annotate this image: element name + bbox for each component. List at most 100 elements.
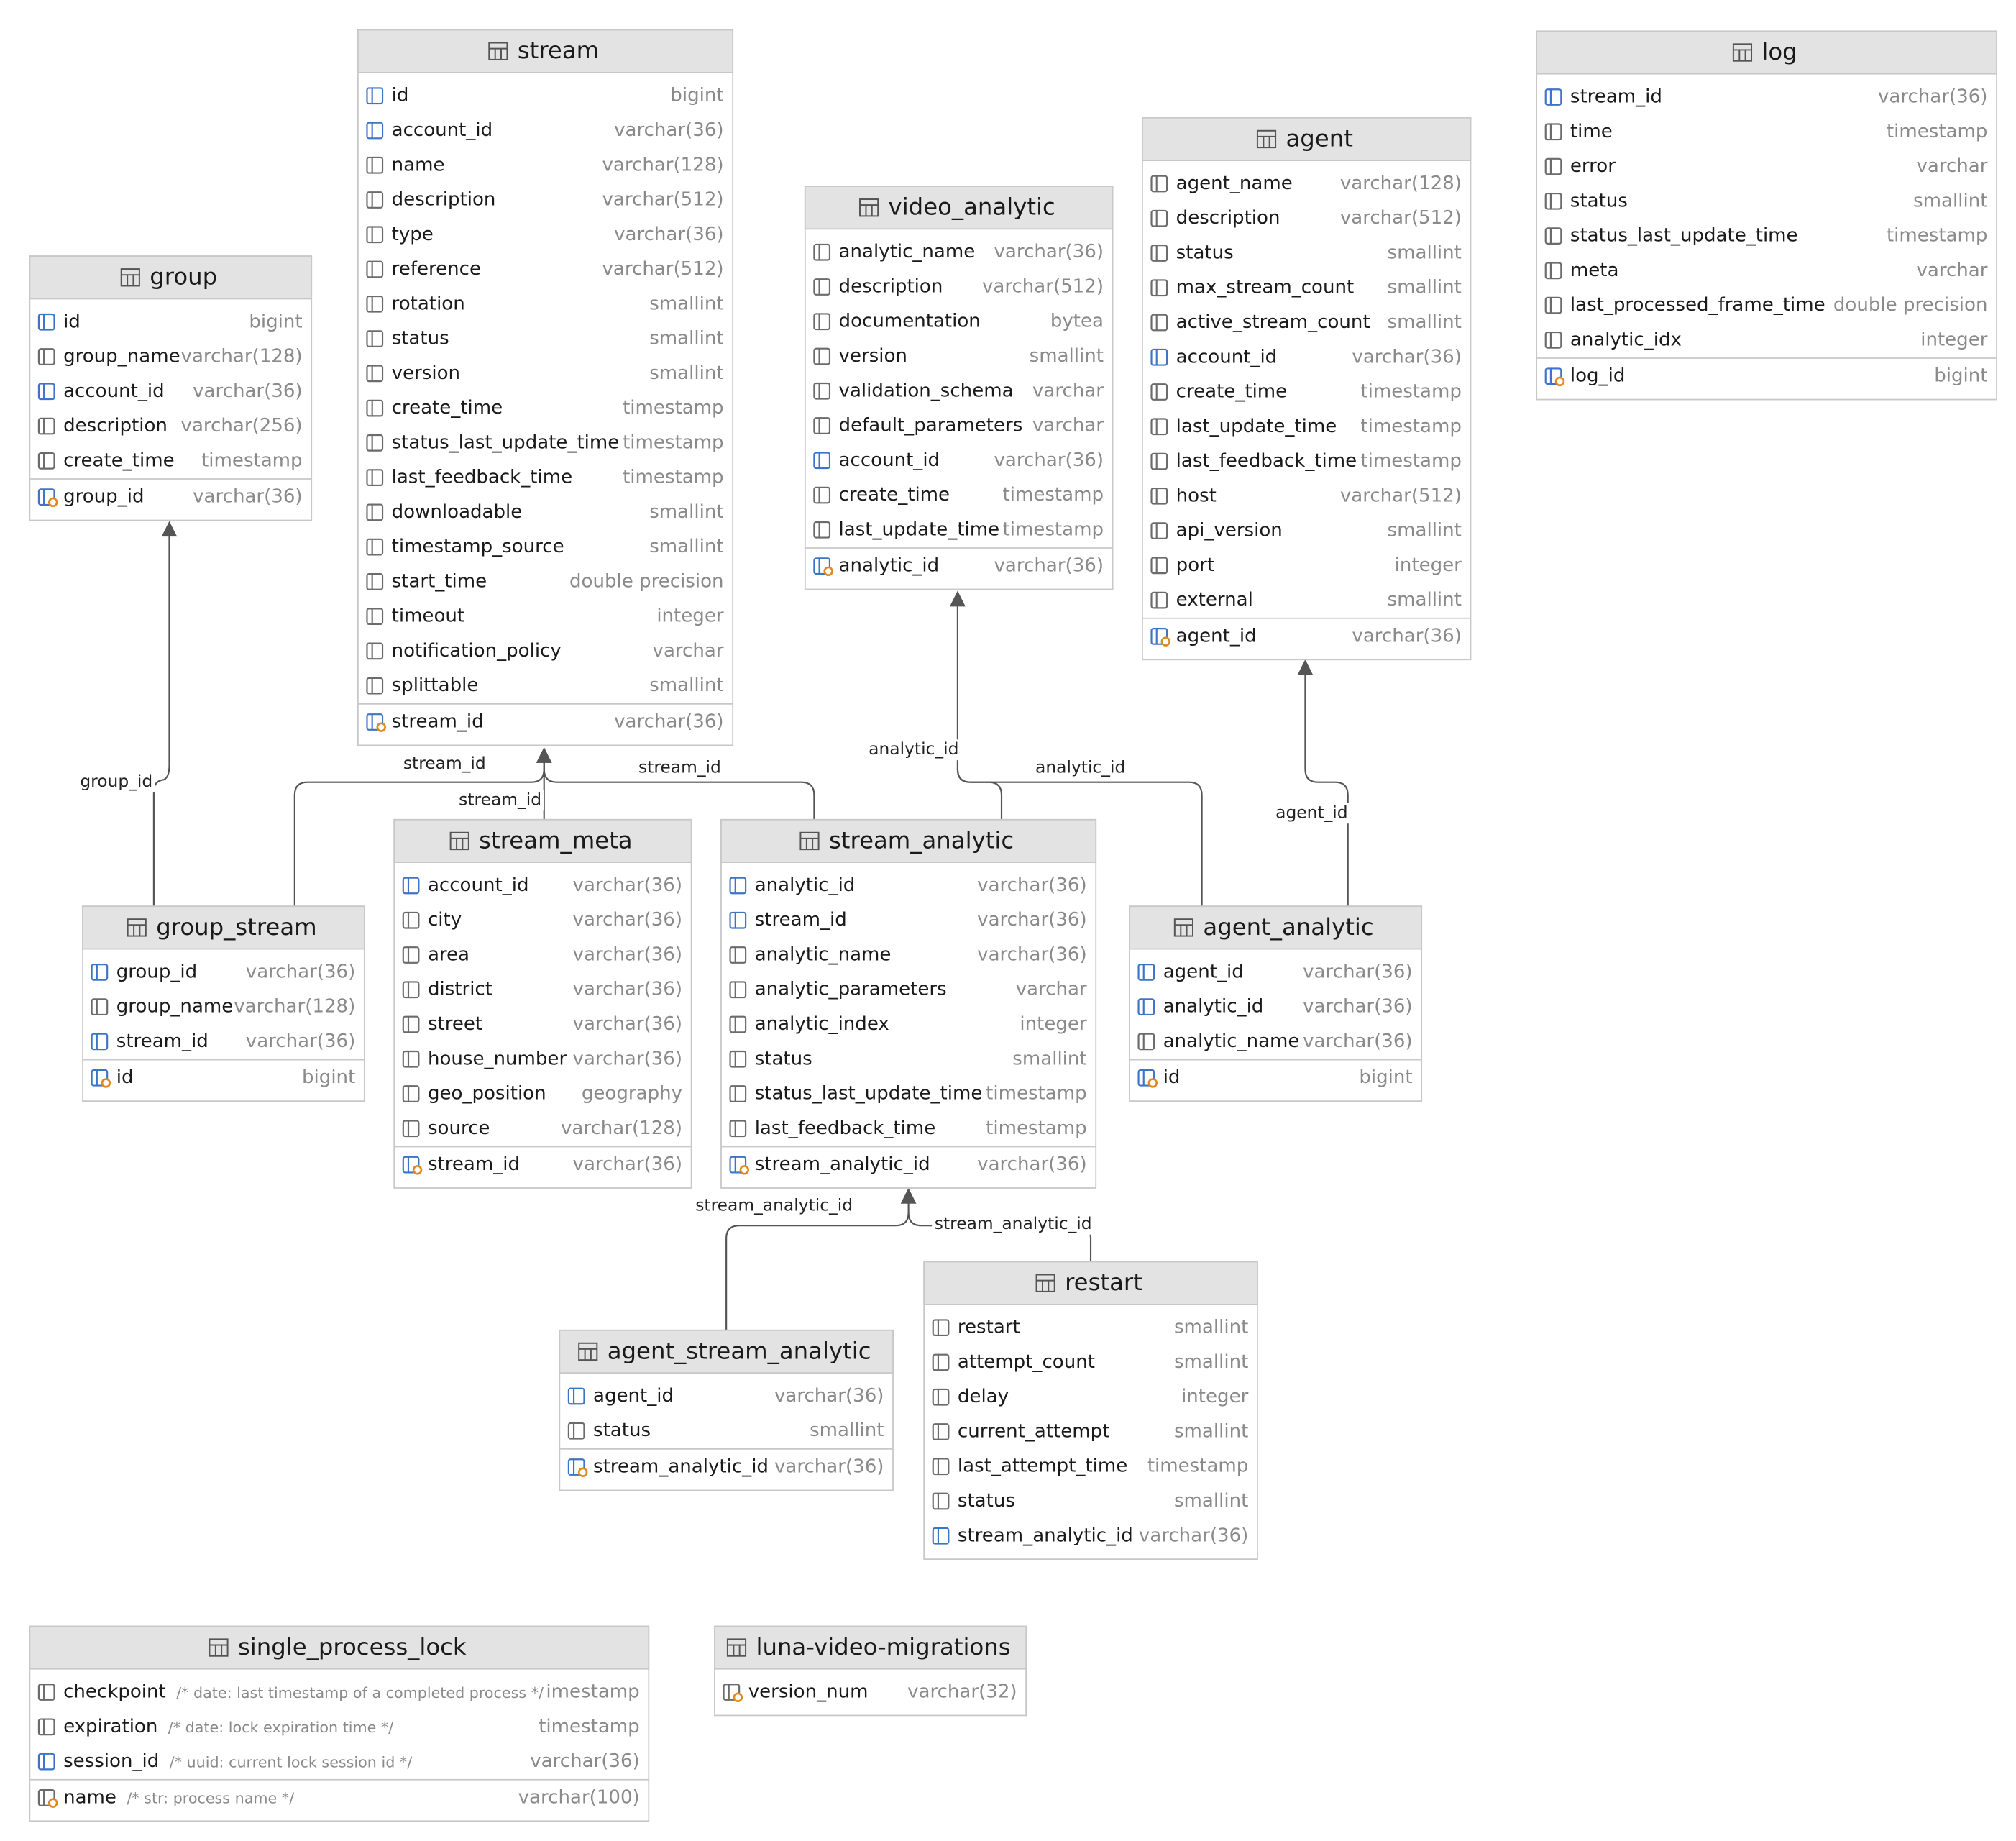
column-type: varchar(36) xyxy=(774,1456,884,1478)
column-name: status_last_update_time xyxy=(1570,225,1798,247)
column-name: create_time xyxy=(1176,381,1288,403)
relation-line xyxy=(1304,671,1349,907)
column-name: downloadable xyxy=(392,501,523,523)
column-icon xyxy=(1544,157,1562,175)
column-icon xyxy=(813,452,831,470)
column-type: varchar(512) xyxy=(602,258,724,280)
relation-line xyxy=(152,532,170,907)
table-header xyxy=(29,255,313,300)
table-icon xyxy=(1256,129,1277,149)
column-type: varchar(36) xyxy=(530,1750,639,1772)
table-box xyxy=(804,186,1114,590)
column-type: varchar(512) xyxy=(1340,485,1462,506)
table-header xyxy=(29,1625,650,1670)
column-name: id xyxy=(392,85,409,106)
relation-line xyxy=(956,769,1203,907)
column-comment: /* date: last timestamp of a completed p… xyxy=(176,1684,544,1701)
column-type: varchar(128) xyxy=(1340,173,1462,194)
table-icon xyxy=(450,837,469,850)
table-box xyxy=(1142,117,1472,661)
column-name: analytic_id xyxy=(1163,996,1264,1018)
relation-label: group_id xyxy=(80,771,152,791)
column-type: varchar(36) xyxy=(1303,996,1412,1018)
table-title: video_analytic xyxy=(889,193,1055,221)
column-icon xyxy=(1150,175,1168,193)
column-icon xyxy=(729,1156,747,1174)
column-name: status xyxy=(392,328,449,350)
column-name: delay xyxy=(958,1386,1009,1407)
column-type: varchar xyxy=(1016,979,1087,1000)
column-icon xyxy=(729,1050,747,1068)
column-type: integer xyxy=(656,606,724,627)
key-icon xyxy=(47,497,58,508)
column-icon xyxy=(366,434,384,452)
column-name: id xyxy=(116,1066,134,1088)
column-icon xyxy=(813,347,831,365)
column-icon xyxy=(1544,367,1562,385)
column-name: external xyxy=(1176,589,1253,611)
table-title: agent xyxy=(1286,124,1352,152)
column-icon xyxy=(366,156,384,174)
column-name: analytic_name xyxy=(1163,1031,1300,1052)
column-type: integer xyxy=(1181,1386,1249,1407)
column-icon xyxy=(37,383,55,401)
column-type: timestamp xyxy=(1003,484,1104,506)
column-icon xyxy=(813,313,831,331)
column-name: timestamp_source xyxy=(392,536,564,557)
column-icon xyxy=(402,1015,420,1033)
column-icon xyxy=(366,642,384,660)
column-icon xyxy=(37,417,55,435)
column-name: host xyxy=(1176,485,1217,506)
column-type: varchar(36) xyxy=(573,1013,682,1035)
column-type: smallint xyxy=(1030,345,1104,367)
column-name: restart xyxy=(958,1317,1020,1338)
column-name: account_id xyxy=(63,380,165,402)
table-icon xyxy=(1732,43,1753,62)
column-icon xyxy=(37,488,55,506)
column-icon xyxy=(729,1085,747,1102)
column-type: timestamp xyxy=(986,1083,1087,1105)
column-icon xyxy=(366,260,384,278)
column-icon xyxy=(813,557,831,575)
column-type: varchar(256) xyxy=(181,415,303,437)
relation-label: stream_id xyxy=(403,753,486,773)
column-icon xyxy=(402,1120,420,1138)
column-name: house_number xyxy=(428,1048,567,1069)
column-icon xyxy=(1137,1033,1155,1051)
column-type: smallint xyxy=(810,1420,884,1441)
column-type: smallint xyxy=(649,293,723,314)
column-icon xyxy=(813,243,831,261)
column-name: analytic_id xyxy=(755,874,856,896)
relation-label: stream_id xyxy=(459,789,541,809)
column-icon xyxy=(932,1353,950,1371)
column-type: geography xyxy=(582,1083,682,1105)
column-name: rotation xyxy=(392,293,465,314)
relation-arrow xyxy=(950,590,966,607)
column-icon xyxy=(366,122,384,140)
column-name: district xyxy=(428,979,492,1000)
column-type: varchar(36) xyxy=(1303,1031,1412,1052)
column-type: varchar(36) xyxy=(1139,1525,1248,1546)
column-comment: /* str: process name */ xyxy=(127,1790,294,1807)
column-icon xyxy=(366,503,384,521)
table-title: log xyxy=(1761,38,1797,65)
column-name: agent_id xyxy=(593,1385,674,1407)
column-type: varchar(36) xyxy=(573,874,682,896)
column-name: version xyxy=(392,362,460,384)
table-icon xyxy=(726,1638,747,1657)
column-type: varchar(36) xyxy=(994,241,1104,262)
column-icon xyxy=(1150,628,1168,645)
table-box xyxy=(29,255,313,521)
column-type: varchar(32) xyxy=(907,1681,1017,1703)
column-icon xyxy=(567,1422,585,1440)
table-title: agent_analytic xyxy=(1203,913,1373,941)
column-icon xyxy=(1137,964,1155,981)
column-name: description xyxy=(839,275,943,297)
key-icon xyxy=(1554,376,1565,387)
column-name: city xyxy=(428,909,462,931)
relation-arrow xyxy=(536,747,552,763)
column-name: analytic_idx xyxy=(1570,329,1682,350)
column-type: smallint xyxy=(1174,1490,1248,1512)
table-icon xyxy=(1035,1274,1055,1292)
